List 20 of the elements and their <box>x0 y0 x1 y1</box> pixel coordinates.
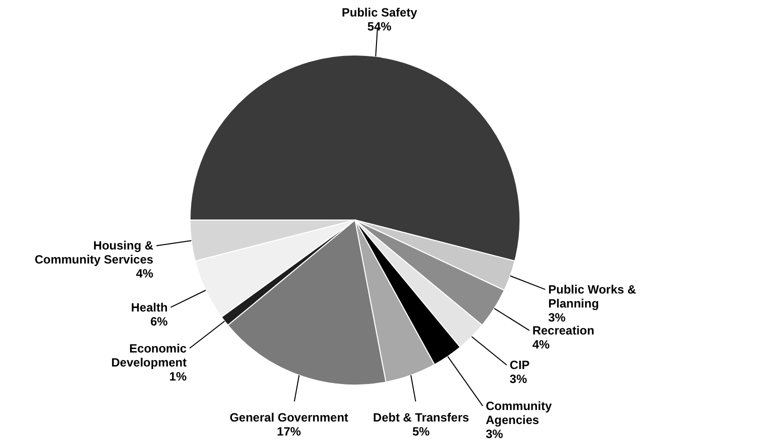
data-label: 3% <box>548 310 566 324</box>
slice-label: Community Agencies <box>486 398 552 427</box>
data-label: 4% <box>136 266 154 281</box>
slice-label: Housing & Community Services <box>34 238 154 267</box>
slice-label: General Government <box>230 410 348 424</box>
slice-label: Debt & Transfers <box>373 410 470 424</box>
data-label: 3% <box>486 426 504 441</box>
slice-label: Health <box>131 300 168 314</box>
slice-label: Public Safety <box>342 6 418 20</box>
data-label: 6% <box>150 314 168 328</box>
slice-label: Recreation <box>532 323 594 338</box>
slice-label: CIP <box>510 358 530 372</box>
slice-label: Public Works & Planning <box>548 282 636 310</box>
data-label: 3% <box>510 372 528 386</box>
data-label: 17% <box>276 424 302 438</box>
data-label: 4% <box>532 337 550 352</box>
slice-label: Economic Development <box>111 341 187 370</box>
data-label: 54% <box>367 20 392 34</box>
data-label: 5% <box>412 424 430 438</box>
data-label: 1% <box>169 369 187 384</box>
